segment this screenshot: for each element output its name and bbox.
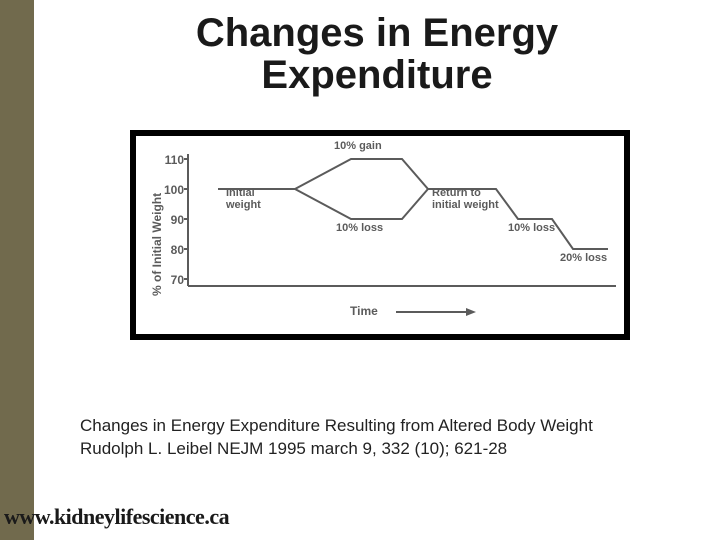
ann-10-gain: 10% gain (334, 140, 382, 152)
ann-10-loss-2: 10% loss (508, 222, 555, 234)
ann-10-loss-1: 10% loss (336, 222, 383, 234)
chart-panel: % of Initial Weight 110 100 90 80 70 10%… (130, 130, 630, 340)
title-line-1: Changes in Energy (34, 12, 720, 54)
citation-line-2: Rudolph L. Leibel NEJM 1995 march 9, 332… (80, 438, 680, 461)
citation-line-1: Changes in Energy Expenditure Resulting … (80, 415, 680, 438)
chart-lower-line (295, 189, 428, 219)
ann-20-loss: 20% loss (560, 252, 607, 264)
chart-upper-line (218, 159, 608, 249)
ann-initial: Initial weight (226, 188, 261, 211)
side-accent-bar (0, 0, 34, 540)
citation-block: Changes in Energy Expenditure Resulting … (80, 415, 680, 461)
ann-return: Return to initial weight (432, 188, 499, 211)
footer-url: www.kidneylifescience.ca (4, 504, 229, 530)
x-axis-label: Time (350, 304, 378, 318)
chart-svg (136, 136, 624, 334)
title-line-2: Expenditure (34, 54, 720, 96)
slide-title: Changes in Energy Expenditure (34, 12, 720, 96)
